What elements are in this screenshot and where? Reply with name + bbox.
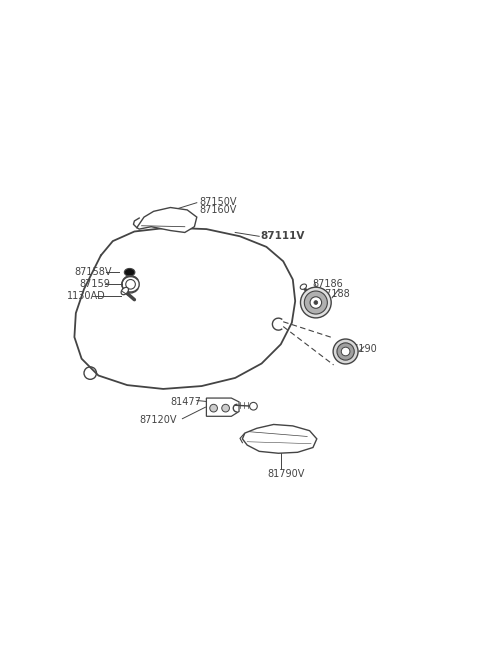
Text: 87111V: 87111V bbox=[261, 231, 305, 241]
Circle shape bbox=[333, 339, 358, 364]
Circle shape bbox=[210, 404, 217, 412]
Polygon shape bbox=[206, 398, 239, 417]
Circle shape bbox=[314, 301, 318, 305]
Circle shape bbox=[337, 343, 354, 360]
Text: 87160V: 87160V bbox=[199, 206, 237, 215]
Text: 1130AD: 1130AD bbox=[67, 291, 106, 301]
Polygon shape bbox=[137, 208, 197, 233]
Circle shape bbox=[304, 291, 327, 314]
Circle shape bbox=[250, 402, 257, 410]
Ellipse shape bbox=[121, 288, 129, 295]
Ellipse shape bbox=[300, 284, 307, 290]
Text: 87186: 87186 bbox=[312, 279, 343, 290]
Circle shape bbox=[222, 404, 229, 412]
Ellipse shape bbox=[124, 269, 135, 276]
Text: 81790V: 81790V bbox=[268, 469, 305, 479]
Circle shape bbox=[341, 347, 350, 356]
Circle shape bbox=[310, 297, 322, 309]
Polygon shape bbox=[242, 424, 317, 453]
Text: 87158V: 87158V bbox=[74, 267, 112, 277]
Text: 81477: 81477 bbox=[170, 398, 201, 407]
Text: 87120V: 87120V bbox=[139, 415, 177, 424]
Circle shape bbox=[300, 287, 331, 318]
Text: 87190: 87190 bbox=[347, 344, 377, 354]
Text: 87150V: 87150V bbox=[199, 196, 237, 207]
Text: 87188: 87188 bbox=[319, 289, 350, 299]
Text: 87159: 87159 bbox=[79, 279, 110, 290]
